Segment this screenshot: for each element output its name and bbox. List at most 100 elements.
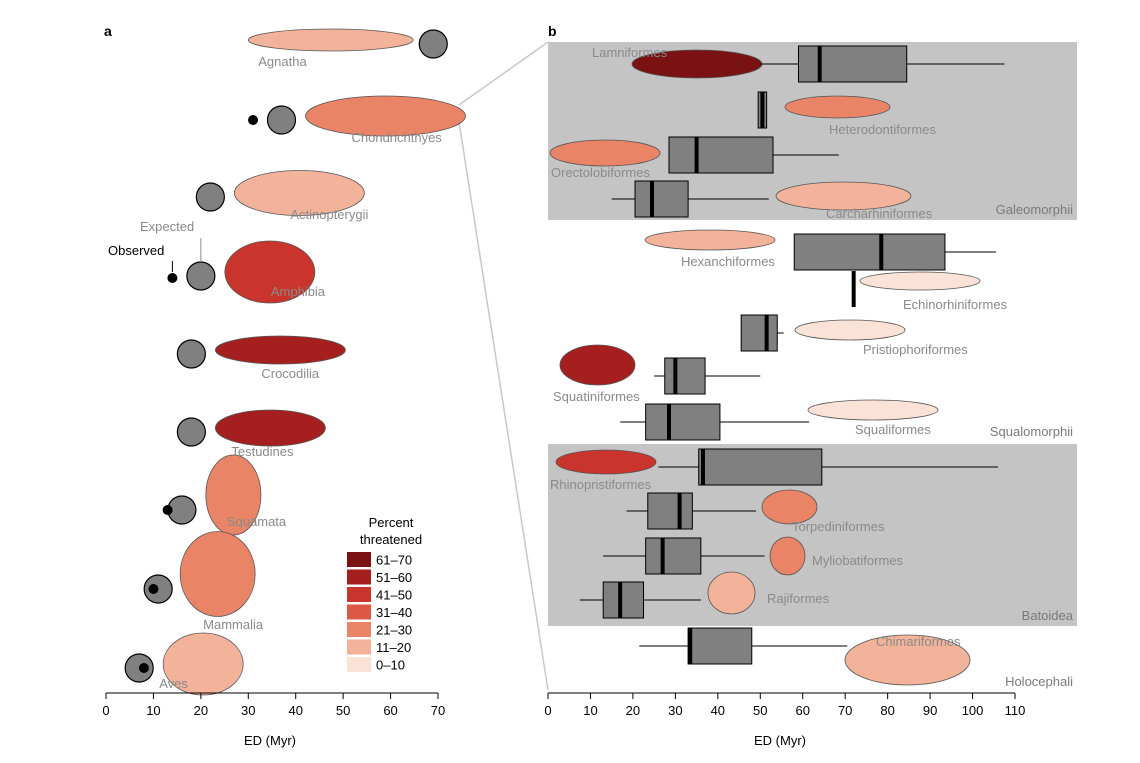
order-pristiophoriformes: Pristiophoriformes: [740, 314, 968, 357]
box: [687, 627, 753, 665]
order-label: Orectolobiformes: [551, 165, 650, 180]
taxon-amphibia: Amphibia: [167, 240, 326, 304]
order-lamniformes: Lamniformes: [592, 45, 1005, 83]
legend-label-21-30: 21–30: [376, 623, 412, 638]
legend-label-31-40: 31–40: [376, 605, 412, 620]
x-tick-label: 10: [583, 703, 597, 718]
order-rhinopristiformes: Rhinopristiformes: [550, 448, 999, 492]
legend-label-41-50: 41–50: [376, 588, 412, 603]
legend-title-line-2: threatened: [360, 532, 422, 547]
taxon-squamata: Squamata: [162, 454, 287, 536]
taxon-label: Actinopterygii: [290, 207, 368, 222]
box: [602, 581, 645, 619]
legend-swatch-41-50: [347, 587, 371, 602]
order-squatiniformes: Squatiniformes: [553, 344, 761, 404]
x-tick-label: 0: [102, 703, 109, 718]
taxon-label: Testudines: [231, 444, 294, 459]
zoom-line-bottom: [458, 121, 549, 691]
order-label: Echinorhiniformes: [903, 297, 1008, 312]
taxon-testudines: Testudines: [176, 409, 326, 459]
silhouette-torpediniformes: [761, 489, 818, 525]
silhouette-actinopterygii: [233, 170, 365, 216]
x-tick-label: 70: [431, 703, 445, 718]
box: [645, 537, 702, 575]
box: [797, 45, 908, 83]
silhouette-crocodilia: [214, 335, 346, 365]
box: [647, 492, 693, 530]
taxon-label: Agnatha: [258, 54, 307, 69]
order-rajiformes: Rajiformes: [579, 571, 830, 619]
x-tick-label: 80: [880, 703, 894, 718]
legend-label-0-10: 0–10: [376, 658, 405, 673]
zoom-line-top: [458, 41, 549, 106]
taxon-label: Amphibia: [271, 284, 326, 299]
group-label-holocephali: Holocephali: [1005, 674, 1073, 689]
silhouette-chondrichthyes: [305, 95, 466, 137]
silhouette-agnatha: [247, 28, 414, 52]
order-hexanchiformes: Hexanchiformes: [644, 229, 996, 271]
silhouette-aves: [162, 632, 244, 696]
x-tick-label: 30: [241, 703, 255, 718]
order-chimariformes: Chimariformes: [639, 627, 971, 686]
expected-point: [186, 261, 216, 291]
legend-swatch-21-30: [347, 622, 371, 637]
silhouette-hexanchiformes: [644, 229, 776, 251]
observed-label: Observed: [108, 243, 164, 258]
legend-swatch-0-10: [347, 657, 371, 672]
silhouette-amphibia: [224, 240, 316, 304]
taxon-label: Squamata: [227, 514, 287, 529]
order-label: Heterodontiformes: [829, 122, 936, 137]
panel-b-x-axis-title: ED (Myr): [754, 733, 806, 748]
panel-a-plot: Agnatha Chondrichthyes Actinopterygii Amphi…: [108, 28, 466, 696]
order-label: Rhinopristiformes: [550, 477, 652, 492]
x-tick-label: 60: [383, 703, 397, 718]
legend-label-11-20: 11–20: [376, 640, 411, 655]
x-tick-label: 10: [146, 703, 160, 718]
panel-a-x-axis-title: ED (Myr): [244, 733, 296, 748]
x-tick-label: 110: [1005, 703, 1026, 718]
x-tick-label: 50: [753, 703, 767, 718]
panel-b-x-axis: 0 10 20 30 40 50 60 70 80 90 100 110: [544, 692, 1026, 718]
expected-point: [418, 29, 448, 59]
box: [645, 403, 721, 441]
observed-point: [248, 115, 259, 125]
taxon-label: Mammalia: [203, 617, 264, 632]
expected-point: [266, 105, 297, 135]
legend-swatch-31-40: [347, 604, 371, 620]
silhouette-pristiophoriformes: [794, 319, 906, 341]
group-label-batoidea: Batoidea: [1022, 608, 1074, 623]
order-squaliformes: Squaliformes: [620, 399, 939, 441]
legend-swatch-51-60: [347, 569, 371, 585]
order-label: Carcharhiniformes: [826, 206, 933, 221]
legend-swatch-11-20: [347, 639, 371, 655]
panel-a-label: a: [104, 23, 112, 39]
panel-b-label: b: [548, 23, 557, 39]
legend-swatch-61-70: [347, 552, 371, 567]
zoom-connector-lines: [458, 41, 549, 691]
box: [740, 314, 778, 352]
silhouette-mammalia: [179, 531, 256, 617]
legend-label-61-70: 61–70: [376, 553, 412, 568]
x-tick-label: 30: [668, 703, 682, 718]
observed-point: [148, 584, 159, 594]
x-tick-label: 70: [838, 703, 852, 718]
silhouette-chimariformes: [844, 634, 971, 686]
order-carcharhiniformes: Carcharhiniformes: [611, 180, 933, 221]
box: [668, 136, 774, 174]
silhouette-carcharhiniformes: [775, 181, 912, 211]
silhouette-squatiniformes: [559, 344, 636, 386]
panel-a-x-axis: 0 10 20 30 40 50 60 70: [102, 692, 445, 718]
box: [793, 233, 946, 271]
silhouette-squaliformes: [807, 399, 939, 421]
x-tick-label: 50: [336, 703, 350, 718]
x-tick-label: 100: [962, 703, 984, 718]
order-label: Pristiophoriformes: [863, 342, 968, 357]
silhouette-testudines: [214, 409, 326, 447]
taxon-crocodilia: Crocodilia: [176, 335, 346, 381]
group-label-squalomorphii: Squalomorphii: [990, 424, 1073, 439]
order-orectolobiformes: Orectolobiformes: [549, 136, 839, 180]
x-tick-label: 20: [194, 703, 208, 718]
order-label: Chimariformes: [876, 634, 961, 649]
box: [634, 180, 689, 218]
order-label: Rajiformes: [767, 591, 830, 606]
